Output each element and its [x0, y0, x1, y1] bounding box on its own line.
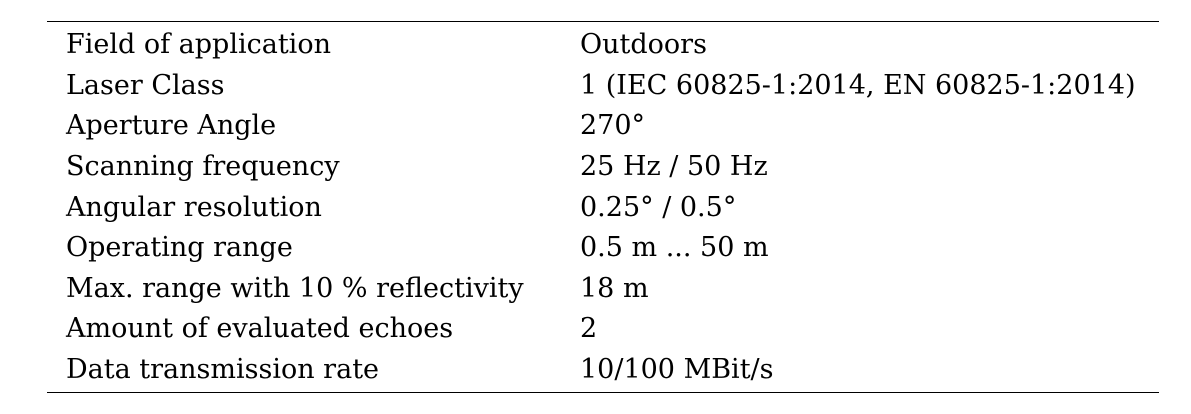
field-label: Scanning frequency: [66, 151, 340, 183]
table-row: Angular resolution 0.25° / 0.5°: [47, 187, 1159, 228]
table-row: Max. range with 10 % reflectivity 18 m: [47, 269, 1159, 310]
field-label: Field of application: [66, 29, 331, 61]
field-label: Angular resolution: [66, 191, 322, 223]
field-value: 10/100 MBit/s: [580, 354, 774, 386]
table-row: Amount of evaluated echoes 2: [47, 309, 1159, 350]
table-row: Scanning frequency 25 Hz / 50 Hz: [47, 147, 1159, 188]
field-value: 25 Hz / 50 Hz: [580, 151, 768, 183]
table-row: Data transmission rate 10/100 MBit/s: [47, 350, 1159, 393]
spec-table: Field of application Outdoors Laser Clas…: [47, 21, 1159, 394]
field-value: 270°: [580, 110, 646, 142]
table-row: Laser Class 1 (IEC 60825-1:2014, EN 6082…: [47, 66, 1159, 107]
table-row: Field of application Outdoors: [47, 22, 1159, 66]
field-label: Amount of evaluated echoes: [66, 313, 454, 345]
field-value: 0.25° / 0.5°: [580, 191, 737, 223]
field-label: Aperture Angle: [66, 110, 277, 142]
table-row: Operating range 0.5 m ... 50 m: [47, 228, 1159, 269]
field-label: Laser Class: [66, 69, 225, 101]
field-value: 0.5 m ... 50 m: [580, 232, 769, 264]
field-value: 18 m: [580, 272, 649, 304]
field-label: Max. range with 10 % reflectivity: [66, 272, 524, 304]
field-label: Operating range: [66, 232, 293, 264]
field-value: 2: [580, 313, 598, 345]
field-label: Data transmission rate: [66, 354, 380, 386]
field-value: Outdoors: [580, 29, 707, 61]
table-row: Aperture Angle 270°: [47, 106, 1159, 147]
field-value: 1 (IEC 60825-1:2014, EN 60825-1:2014): [580, 69, 1136, 101]
